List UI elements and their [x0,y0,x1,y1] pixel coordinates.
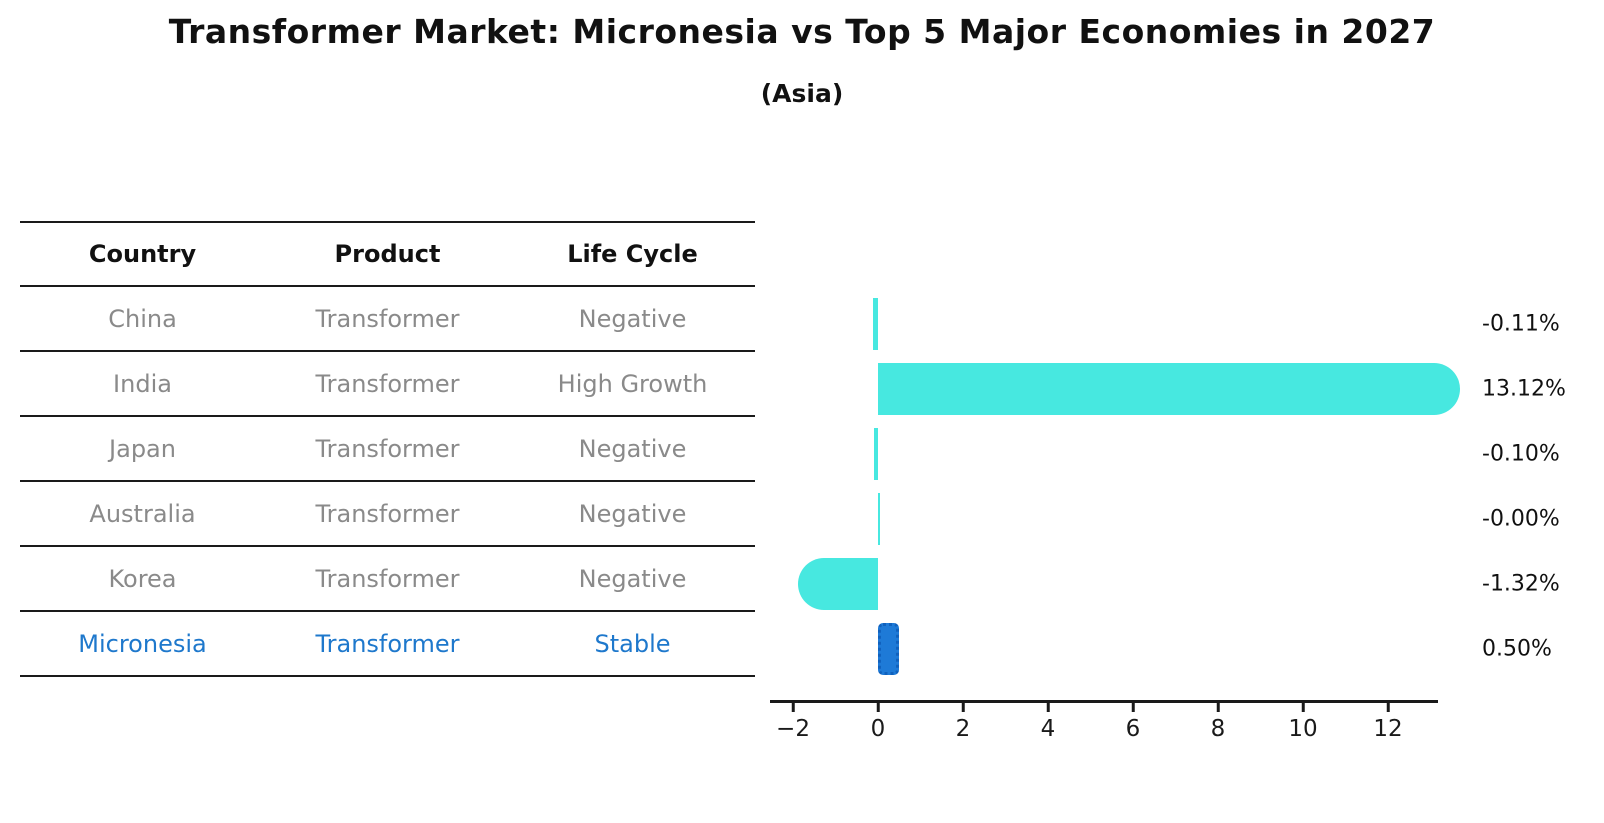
x-tick-mark [1216,703,1220,712]
value-label-japan: -0.10% [1482,441,1560,467]
table-row-japan: Japan Transformer Negative [20,417,755,482]
country-cell: India [113,369,172,398]
country-cell: Korea [108,564,177,593]
x-tick-label: 6 [1125,716,1141,742]
x-tick-mark [1386,703,1390,712]
life-cycle-cell: Negative [578,564,687,593]
x-tick-label: 12 [1373,716,1403,742]
product-cell: Transformer [315,369,460,398]
product-cell: Transformer [315,564,460,593]
x-tick-label: 8 [1210,716,1226,742]
value-label-korea: -1.32% [1482,571,1560,597]
bar-india [878,363,1460,415]
x-tick-mark [1046,703,1050,712]
country-cell: Japan [109,434,176,463]
chart-subtitle: (Asia) [760,79,844,108]
life-cycle-cell: Stable [594,629,671,658]
country-cell: Australia [89,499,196,528]
x-tick-label: 2 [955,716,971,742]
life-cycle-cell: Negative [578,304,687,333]
column-header-product: Product [334,240,441,268]
product-cell: Transformer [315,499,460,528]
column-header-country: Country [88,240,197,268]
table-row-australia: Australia Transformer Negative [20,482,755,547]
x-tick-label: 10 [1288,716,1318,742]
x-tick-mark [876,703,880,712]
product-cell: Transformer [315,304,460,333]
x-tick-label: 0 [870,716,886,742]
table-row-korea: Korea Transformer Negative [20,547,755,612]
product-cell: Transformer [315,434,460,463]
x-tick-label: 4 [1040,716,1056,742]
table-row-micronesia: Micronesia Transformer Stable [20,612,755,677]
x-tick-mark [961,703,965,712]
value-label-china: -0.11% [1482,311,1560,337]
country-cell: China [108,304,177,333]
product-cell: Transformer [315,629,460,658]
table-row-china: China Transformer Negative [20,287,755,352]
summary-table: Country Product Life Cycle China Transfo… [20,221,755,677]
bar-japan [873,428,878,480]
value-label-india: 13.12% [1482,376,1566,402]
value-label-micronesia: 0.50% [1482,636,1552,662]
x-tick-mark [1301,703,1305,712]
column-header-life-cycle: Life Cycle [567,240,698,268]
x-tick-mark [1131,703,1135,712]
bar-china [873,298,878,350]
x-tick-label: −2 [776,716,810,742]
country-cell: Micronesia [78,629,207,658]
life-cycle-cell: Negative [578,499,687,528]
bar-micronesia [878,623,900,675]
bar-korea [797,558,878,610]
value-label-australia: -0.00% [1482,506,1560,532]
x-tick-mark [791,703,795,712]
x-axis-spine [770,700,1438,703]
life-cycle-cell: Negative [578,434,687,463]
life-cycle-cell: High Growth [557,369,708,398]
table-row-india: India Transformer High Growth [20,352,755,417]
bar-australia [878,493,880,545]
table-header-row: Country Product Life Cycle [20,223,755,287]
chart-title: Transformer Market: Micronesia vs Top 5 … [168,12,1436,51]
